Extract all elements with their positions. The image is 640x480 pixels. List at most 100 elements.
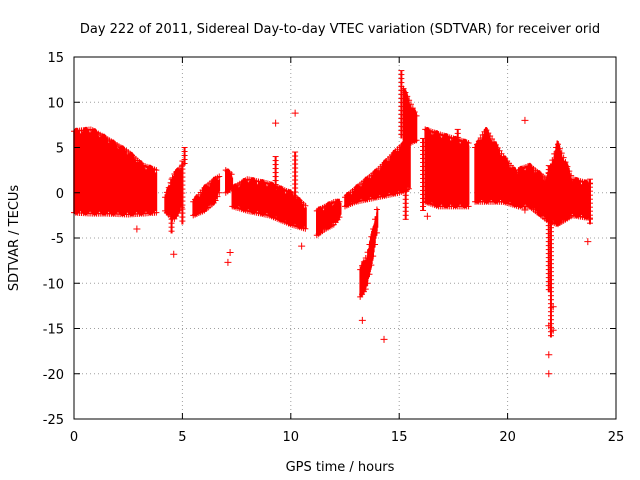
data-point bbox=[549, 157, 556, 164]
data-point-outlier bbox=[291, 109, 299, 117]
data-point bbox=[475, 138, 482, 145]
data-point bbox=[472, 144, 479, 151]
data-point bbox=[411, 108, 418, 115]
data-point-outlier bbox=[224, 258, 232, 266]
data-point bbox=[473, 141, 480, 148]
data-spike bbox=[454, 128, 461, 157]
data-point bbox=[368, 233, 375, 240]
grid bbox=[74, 57, 616, 419]
data-point bbox=[405, 185, 412, 192]
data-point-outlier bbox=[521, 116, 529, 124]
data-point bbox=[551, 150, 558, 157]
data-point-outlier bbox=[549, 303, 557, 311]
data-band-f bbox=[313, 198, 343, 239]
data-band-fill bbox=[192, 176, 221, 217]
data-point-outlier bbox=[423, 212, 431, 220]
data-point bbox=[406, 97, 413, 104]
data-point bbox=[413, 137, 420, 144]
data-point bbox=[362, 286, 369, 293]
y-tick-label: -5 bbox=[51, 232, 64, 247]
x-axis-label: GPS time / hours bbox=[286, 460, 395, 475]
data-point bbox=[402, 89, 409, 96]
x-tick-label: 20 bbox=[499, 430, 516, 445]
data-band-k bbox=[472, 127, 522, 210]
data-point-outlier bbox=[226, 248, 234, 256]
y-tick-label: -25 bbox=[43, 413, 64, 428]
data-point bbox=[554, 141, 561, 148]
data-point bbox=[373, 206, 380, 213]
data-point bbox=[302, 225, 309, 232]
axis-ticks: 0 5 10 15 20 25 -25 -20 -15 -10 -5 0 5 10 15 bbox=[43, 51, 625, 445]
data-band-e bbox=[229, 176, 309, 232]
data-point bbox=[362, 255, 369, 262]
data-point bbox=[162, 194, 169, 201]
data-point bbox=[364, 249, 371, 256]
data-point bbox=[556, 145, 563, 152]
x-tick-label: 10 bbox=[283, 430, 300, 445]
data-point bbox=[558, 150, 565, 157]
data-point bbox=[153, 209, 160, 216]
x-tick-label: 15 bbox=[391, 430, 408, 445]
data-point bbox=[568, 172, 575, 179]
data-point bbox=[357, 266, 364, 273]
data-point bbox=[336, 198, 343, 205]
data-point bbox=[302, 202, 309, 209]
data-point-outlier bbox=[545, 370, 553, 378]
data-point bbox=[228, 171, 235, 178]
data-spike bbox=[168, 178, 175, 234]
data-series bbox=[71, 70, 593, 378]
data-point bbox=[359, 262, 366, 269]
data-point bbox=[564, 163, 571, 170]
data-point bbox=[370, 225, 377, 232]
data-spike bbox=[292, 151, 299, 216]
data-point bbox=[477, 135, 484, 142]
data-point bbox=[216, 173, 223, 180]
data-point-outlier bbox=[170, 250, 178, 258]
data-point bbox=[553, 144, 560, 151]
data-spike bbox=[179, 160, 186, 225]
data-point bbox=[364, 280, 371, 287]
data-band-g bbox=[357, 206, 380, 300]
data-point bbox=[407, 101, 414, 108]
data-spike bbox=[272, 156, 279, 211]
y-axis-label: SDTVAR / TECUs bbox=[7, 185, 22, 292]
data-spike bbox=[586, 178, 593, 225]
y-tick-label: -20 bbox=[43, 368, 64, 383]
x-tick-label: 25 bbox=[608, 430, 625, 445]
data-band-fill bbox=[424, 127, 470, 209]
data-band-fill bbox=[474, 127, 520, 208]
chart-title: Day 222 of 2011, Sidereal Day-to-day VTE… bbox=[80, 22, 600, 37]
data-point bbox=[465, 139, 472, 146]
y-tick-label: 5 bbox=[56, 142, 64, 157]
data-point bbox=[562, 159, 569, 166]
data-point-outlier bbox=[380, 335, 388, 343]
data-band-fill bbox=[225, 168, 234, 194]
y-tick-label: 15 bbox=[47, 51, 64, 66]
data-point bbox=[366, 241, 373, 248]
data-point bbox=[372, 241, 379, 248]
data-spike bbox=[402, 110, 409, 220]
data-point-outlier bbox=[549, 326, 557, 334]
data-point bbox=[372, 216, 379, 223]
data-point bbox=[413, 112, 420, 119]
data-band-a bbox=[71, 126, 160, 218]
data-spike bbox=[420, 137, 427, 211]
data-point bbox=[163, 189, 170, 196]
x-tick-label: 5 bbox=[178, 430, 186, 445]
data-point-outlier bbox=[545, 322, 553, 330]
data-point-outlier bbox=[272, 119, 280, 127]
data-point-outlier bbox=[545, 351, 553, 359]
data-point-outlier bbox=[133, 225, 141, 233]
data-point bbox=[370, 253, 377, 260]
data-point bbox=[366, 271, 373, 278]
y-tick-label: 0 bbox=[56, 187, 64, 202]
y-tick-label: 10 bbox=[47, 96, 64, 111]
data-point bbox=[368, 262, 375, 269]
x-tick-label: 0 bbox=[70, 430, 78, 445]
data-point bbox=[409, 105, 416, 112]
data-band-j bbox=[422, 126, 472, 210]
data-band-fill bbox=[316, 198, 342, 236]
data-point-outlier bbox=[521, 206, 529, 214]
data-band-c bbox=[190, 173, 223, 219]
data-point bbox=[153, 167, 160, 174]
